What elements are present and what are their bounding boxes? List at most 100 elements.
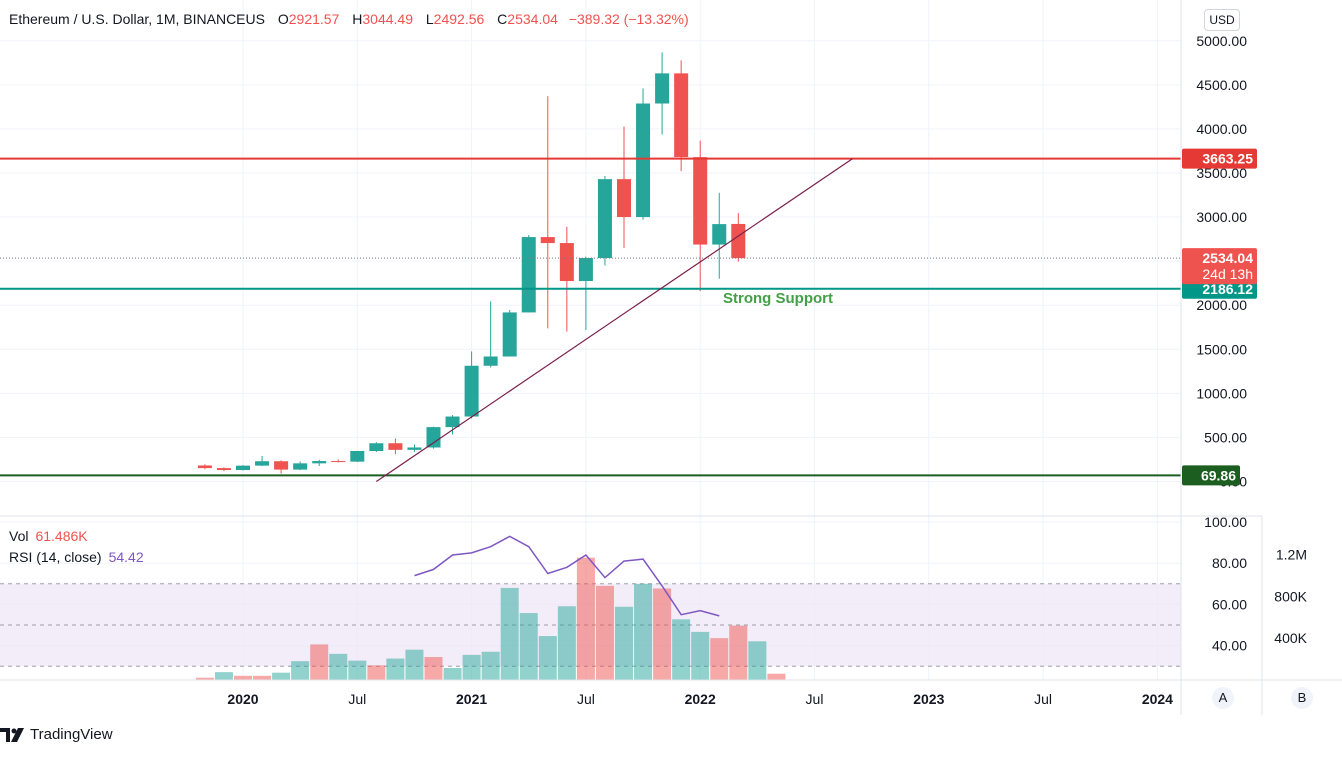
- candle-body: [731, 223, 746, 259]
- candle-body: [216, 468, 231, 471]
- currency-button[interactable]: USD: [1204, 9, 1240, 31]
- volume-bar: [595, 585, 614, 680]
- rsi-tick-label: 40.00: [1212, 638, 1247, 654]
- time-axis[interactable]: 2020 Jul 2021 Jul 2022 Jul 2023 Jul 2024: [227, 691, 1173, 707]
- base-price-tag: [1182, 465, 1240, 486]
- candle-body: [407, 447, 422, 450]
- symbol-title[interactable]: Ethereum / U.S. Dollar, 1M, BINANCEUS: [9, 11, 265, 27]
- volume-bar: [348, 660, 367, 680]
- tradingview-brand[interactable]: TradingView: [30, 726, 113, 743]
- rsi-axis[interactable]: 100.00 80.00 60.00 40.00: [1204, 514, 1247, 654]
- candle-countdown-label: 24d 13h: [1202, 266, 1253, 282]
- volume-legend[interactable]: Vol 61.486K: [9, 528, 88, 544]
- candle-body: [617, 179, 631, 218]
- time-tick-label: Jul: [348, 691, 366, 707]
- price-tick-label: 4000.00: [1196, 121, 1247, 137]
- candle-body: [312, 461, 327, 464]
- candle-body: [597, 179, 612, 259]
- volume-bar: [234, 675, 252, 680]
- candle-body: [255, 461, 270, 466]
- rsi-label: RSI (14, close): [9, 549, 102, 565]
- volume-bar: [424, 656, 443, 680]
- change-value: −389.32 (−13.32%): [568, 11, 689, 27]
- candle-body: [674, 73, 689, 158]
- price-levels[interactable]: [0, 157, 1181, 477]
- volume-bar: [710, 638, 729, 680]
- candle-body: [350, 451, 365, 462]
- volume-bar: [405, 649, 424, 680]
- rsi-tick-label: 100.00: [1204, 514, 1247, 530]
- rsi-legend[interactable]: RSI (14, close) 54.42: [9, 549, 144, 565]
- candle-body: [388, 443, 403, 450]
- volume-bar: [195, 677, 214, 680]
- rsi-tick-label: 80.00: [1212, 555, 1247, 571]
- candle-body: [483, 356, 498, 366]
- rsi-line: [414, 535, 720, 617]
- resistance-price-tag: [1182, 148, 1257, 169]
- volume-bar: [576, 557, 595, 680]
- strong-support-annotation[interactable]: Strong Support: [723, 290, 833, 307]
- time-tick-label: 2020: [227, 691, 258, 707]
- trendline-layer[interactable]: [376, 158, 853, 482]
- close-label: C: [497, 11, 508, 27]
- open-label: O: [277, 11, 289, 27]
- candle-body: [293, 463, 308, 470]
- time-tick-label: Jul: [577, 691, 595, 707]
- time-tick-label: Jul: [806, 691, 824, 707]
- price-tick-label: 500.00: [1204, 429, 1247, 445]
- symbol-header[interactable]: Ethereum / U.S. Dollar, 1M, BINANCEUS O2…: [9, 11, 689, 27]
- candle-body: [578, 258, 593, 282]
- last-price-price-label: 2534.04: [1202, 250, 1253, 266]
- price-axis[interactable]: 5000.004500.004000.003500.003000.002500.…: [1196, 33, 1247, 490]
- volume-bar: [253, 675, 272, 680]
- low-value: 2492.56: [433, 11, 485, 27]
- volume-bar: [653, 588, 672, 680]
- volume-tick-label: 1.2M: [1276, 546, 1307, 562]
- volume-bar: [386, 658, 405, 680]
- open-value: 2921.57: [288, 11, 340, 27]
- candle-body: [521, 237, 536, 313]
- rsi-tick-label: 60.00: [1212, 596, 1247, 612]
- resistance-price-label: 3663.25: [1202, 151, 1253, 167]
- candle-body: [464, 365, 479, 417]
- volume-bar: [538, 636, 557, 680]
- volume-bar: [310, 644, 329, 680]
- volume-tick-label: 800K: [1274, 588, 1307, 604]
- volume-label: Vol: [9, 528, 29, 544]
- volume-bar: [767, 673, 786, 680]
- volume-bar: [634, 583, 653, 680]
- candle-body: [445, 416, 460, 428]
- rsi-value: 54.42: [108, 549, 144, 565]
- volume-axis[interactable]: 1.2M 800K 400K: [1274, 546, 1307, 646]
- candle-body: [636, 103, 651, 218]
- volume-bar: [615, 606, 633, 680]
- candle-body: [331, 461, 346, 463]
- high-value: 3044.49: [362, 11, 413, 27]
- candle-body: [426, 427, 441, 448]
- price-tick-label: 5000.00: [1196, 33, 1247, 49]
- volume-bars: [195, 557, 786, 680]
- base-price-label: 69.86: [1201, 467, 1236, 483]
- volume-bar: [672, 619, 691, 680]
- time-tick-label: 2022: [685, 691, 716, 707]
- price-tick-label: 2000.00: [1196, 297, 1247, 313]
- candle-body: [540, 237, 555, 244]
- volume-bar: [729, 625, 748, 680]
- time-tick-label: Jul: [1034, 691, 1052, 707]
- candle-body: [712, 224, 727, 245]
- volume-bar: [214, 672, 233, 680]
- candlestick-series[interactable]: [197, 52, 746, 474]
- volume-scale-button[interactable]: B: [1291, 687, 1313, 709]
- last-price-price-tag: [1182, 248, 1257, 285]
- volume-bar: [691, 631, 710, 680]
- volume-bar: [291, 661, 310, 680]
- support-trendline: [376, 158, 853, 482]
- close-value: 2534.04: [507, 11, 558, 27]
- support-price-label: 2186.12: [1202, 281, 1253, 297]
- volume-bar: [329, 653, 348, 680]
- candle-body: [559, 243, 574, 282]
- candle-body: [197, 465, 212, 469]
- tradingview-logo-icon: [0, 727, 24, 742]
- auto-scale-button[interactable]: A: [1212, 687, 1234, 709]
